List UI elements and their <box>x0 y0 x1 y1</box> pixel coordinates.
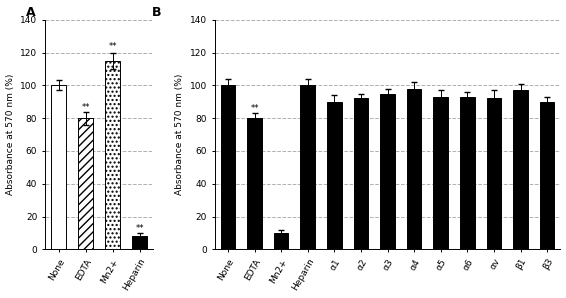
Bar <box>51 85 66 249</box>
Bar <box>380 94 395 249</box>
Bar <box>487 98 501 249</box>
Bar <box>327 102 342 249</box>
Bar <box>434 97 448 249</box>
Bar <box>221 85 235 249</box>
Text: B: B <box>152 6 162 18</box>
Text: **: ** <box>250 104 259 113</box>
Bar <box>354 98 368 249</box>
Text: **: ** <box>277 221 285 230</box>
Bar <box>513 90 528 249</box>
Bar <box>105 61 120 249</box>
Bar <box>274 233 289 249</box>
Bar <box>301 85 315 249</box>
Text: **: ** <box>82 103 90 111</box>
Text: **: ** <box>108 42 117 51</box>
Bar <box>540 102 555 249</box>
Bar <box>132 236 147 249</box>
Text: A: A <box>25 6 35 18</box>
Y-axis label: Absorbance at 570 nm (%): Absorbance at 570 nm (%) <box>6 74 15 195</box>
Bar <box>78 118 93 249</box>
Bar <box>247 118 262 249</box>
Bar <box>460 97 475 249</box>
Bar <box>407 89 422 249</box>
Y-axis label: Absorbance at 570 nm (%): Absorbance at 570 nm (%) <box>175 74 184 195</box>
Text: **: ** <box>135 224 144 233</box>
